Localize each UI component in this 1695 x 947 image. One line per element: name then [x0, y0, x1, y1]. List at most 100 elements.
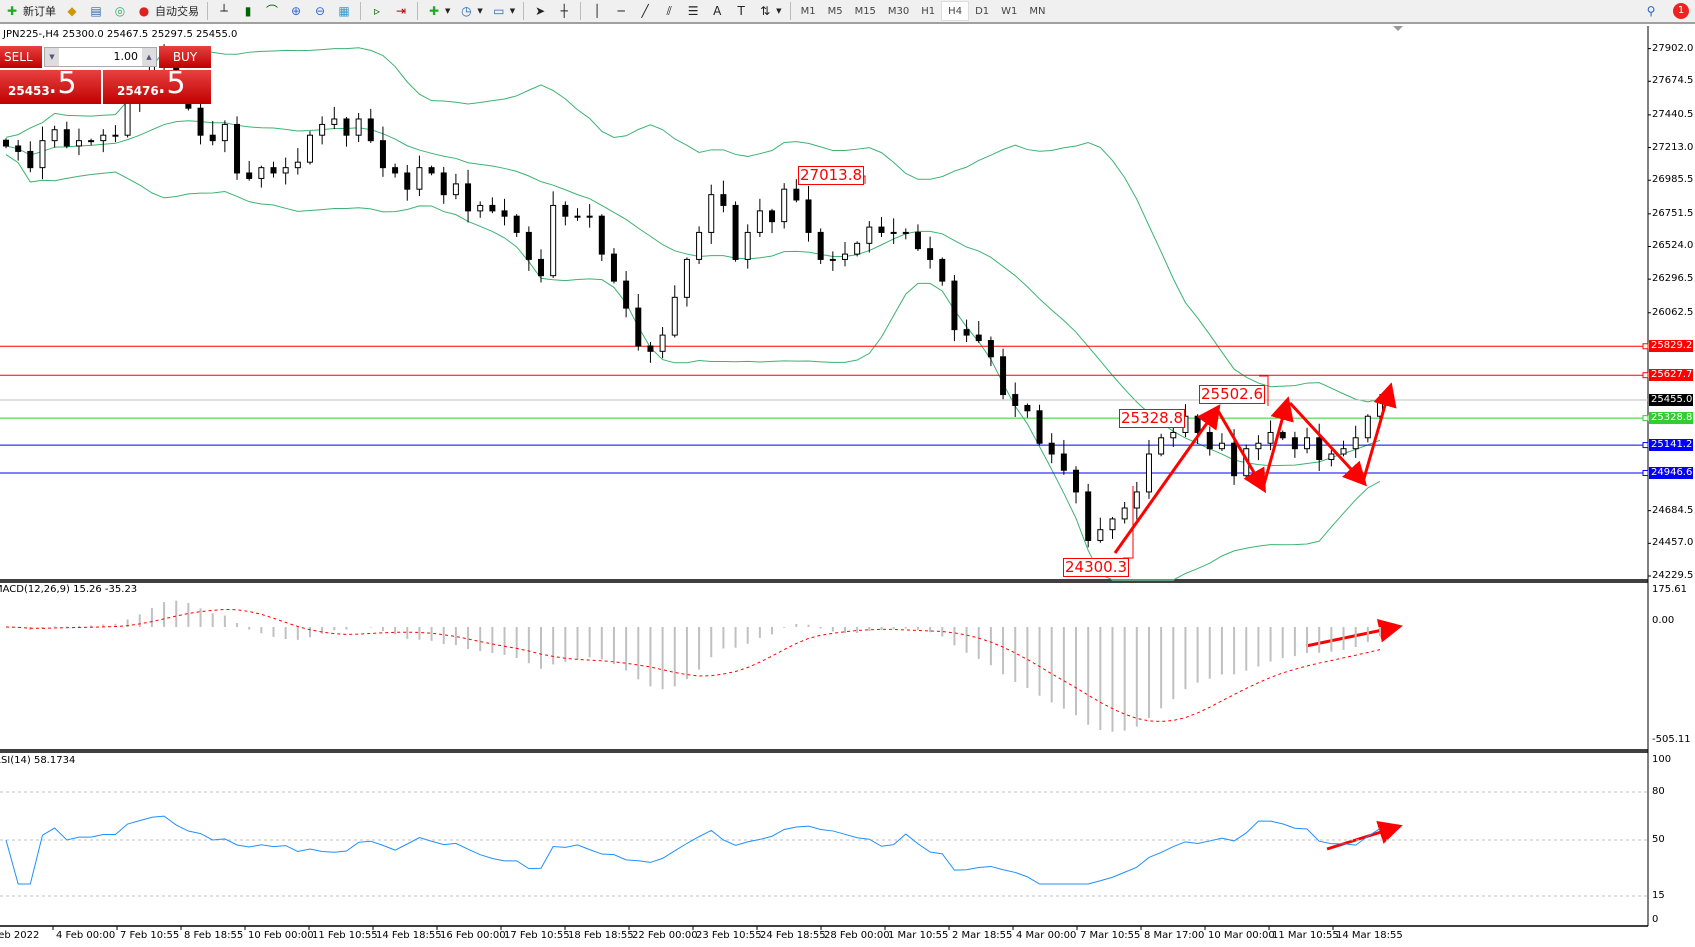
indicators-button[interactable]: ✚ ▼ — [422, 0, 454, 22]
bar-chart-button[interactable]: ┴ — [212, 0, 236, 22]
new-order-button[interactable]: ✚ 新订单 — [0, 0, 60, 22]
crosshair-button[interactable]: ┼ — [552, 0, 576, 22]
bear-candle-body — [1073, 469, 1080, 493]
candlestick — [1279, 430, 1286, 441]
candlestick — [1267, 420, 1274, 451]
timeframe-m30[interactable]: M30 — [887, 5, 910, 17]
sell-price-button[interactable]: 25453 .5 — [0, 66, 101, 104]
candlestick — [683, 257, 690, 307]
meta-editor-button[interactable]: ◆ — [60, 0, 84, 22]
line-chart-button[interactable]: ⌒ — [260, 0, 284, 22]
level-handle — [1642, 372, 1649, 379]
price-annotation[interactable]: 24300.3 — [1063, 558, 1130, 577]
trend-arrow — [1305, 618, 1403, 648]
time-axis-label: 22 Feb 00:00 — [632, 930, 698, 941]
periods-button[interactable]: ◷ ▼ — [454, 0, 486, 22]
price-annotation[interactable]: 25502.6 — [1199, 385, 1266, 404]
zoom-in-icon: ⊕ — [290, 4, 302, 18]
bull-candle-body — [781, 188, 788, 223]
price-axis-label: 26985.5 — [1652, 174, 1694, 186]
auto-trading-icon: ● — [138, 4, 150, 18]
level-handle — [1642, 415, 1649, 422]
vertical-line-button[interactable]: │ — [585, 0, 609, 22]
candlestick — [27, 141, 34, 173]
buy-button[interactable]: BUY — [159, 46, 211, 68]
bull-candle-body — [1218, 442, 1225, 450]
price-axis-label: 27902.0 — [1652, 42, 1694, 54]
equidistant-channel-button[interactable]: ⫽ — [657, 0, 681, 22]
templates-button[interactable]: ▭ ▼ — [487, 0, 519, 22]
auto-scroll-button[interactable]: ▹ — [365, 0, 389, 22]
chart-shift-button[interactable]: ⇥ — [389, 0, 413, 22]
signals-button[interactable]: ◎ — [108, 0, 132, 22]
tile-windows-button[interactable]: ▦ — [332, 0, 356, 22]
history-center-button[interactable]: ▤ — [84, 0, 108, 22]
notification-badge[interactable]: 1 — [1673, 3, 1689, 19]
bull-candle-body — [1097, 529, 1104, 541]
fibonacci-button[interactable]: ☰ — [681, 0, 705, 22]
price-level-badge: 25627.7 — [1649, 369, 1693, 382]
horizontal-line-button[interactable]: ─ — [609, 0, 633, 22]
timeframe-h1[interactable]: H1 — [921, 5, 936, 17]
bear-candle-body — [197, 107, 204, 136]
candlestick — [1012, 382, 1019, 417]
bull-candle-body — [1364, 415, 1371, 439]
candlestick — [939, 257, 946, 286]
chart-canvas[interactable] — [0, 26, 1695, 947]
bear-candle-body — [1316, 437, 1323, 460]
horizontal-line-icon: ─ — [617, 4, 625, 18]
auto-trading-button[interactable]: ● 自动交易 — [132, 0, 203, 22]
price-annotation[interactable]: 27013.8 — [798, 166, 865, 185]
level-handle — [1642, 470, 1649, 477]
text-button[interactable]: A — [705, 0, 729, 22]
bear-candle-body — [3, 139, 9, 147]
timeframe-mn[interactable]: MN — [1029, 5, 1046, 17]
time-axis-label: 10 Feb 00:00 — [248, 930, 314, 941]
candlestick — [404, 164, 411, 201]
lot-size-value[interactable]: 1.00 — [113, 50, 139, 63]
price-axis-label: 24229.5 — [1652, 570, 1694, 581]
zoom-in-button[interactable]: ⊕ — [284, 0, 308, 22]
search-icon[interactable]: ⚲ — [1646, 4, 1656, 18]
bull-candle-body — [890, 231, 897, 234]
timeframe-d1[interactable]: D1 — [975, 5, 990, 17]
price-annotation[interactable]: 25328.8 — [1119, 409, 1186, 428]
meta-editor-icon: ◆ — [67, 4, 77, 18]
bear-candle-body — [270, 167, 277, 174]
bear-candle-body — [939, 258, 946, 282]
bear-candle-body — [27, 150, 34, 169]
bear-candle-body — [428, 167, 435, 174]
text-label-button[interactable]: T — [729, 0, 753, 22]
sell-button[interactable]: SELL — [0, 46, 42, 68]
zoom-out-button[interactable]: ⊖ — [308, 0, 332, 22]
increase-lot-icon[interactable]: ▲ — [142, 48, 156, 66]
tile-icon: ▦ — [338, 4, 350, 18]
candlestick — [1000, 348, 1007, 400]
bear-candle-body — [1231, 442, 1238, 477]
cursor-button[interactable]: ➤ — [528, 0, 552, 22]
rsi-axis-label: 15 — [1652, 890, 1665, 901]
candlestick — [987, 336, 994, 366]
timeframe-m1[interactable]: M1 — [800, 5, 816, 17]
candlestick — [477, 201, 484, 218]
timeframe-w1[interactable]: W1 — [1001, 5, 1018, 17]
bear-candle-body — [817, 231, 824, 260]
timeframe-h4[interactable]: H4 — [941, 1, 970, 21]
chart-shift-marker — [1393, 26, 1403, 31]
trendline-button[interactable]: ╱ — [633, 0, 657, 22]
bear-candle-body — [440, 172, 447, 196]
decrease-lot-icon[interactable]: ▼ — [45, 48, 59, 66]
candlestick-button[interactable]: ▮ — [236, 0, 260, 22]
bull-candle-body — [1340, 448, 1347, 455]
chevron-down-icon: ▼ — [445, 7, 451, 15]
arrows-button[interactable]: ⇅ ▼ — [753, 0, 785, 22]
lot-size-stepper[interactable]: ▼ 1.00 ▲ — [44, 47, 157, 67]
vertical-line-icon: │ — [593, 4, 601, 18]
bear-candle-body — [769, 210, 776, 223]
buy-price-button[interactable]: 25476 .5 — [103, 66, 211, 104]
timeframe-m5[interactable]: M5 — [827, 5, 843, 17]
timeframe-m15[interactable]: M15 — [854, 5, 876, 17]
candlestick — [1060, 439, 1067, 475]
candlestick — [902, 228, 909, 240]
chart-shift-icon: ⇥ — [395, 4, 407, 18]
